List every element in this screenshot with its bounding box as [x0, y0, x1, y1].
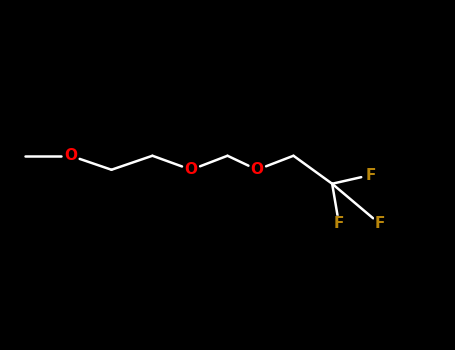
Text: F: F [334, 217, 344, 231]
Text: O: O [64, 148, 77, 163]
Text: O: O [185, 162, 197, 177]
Text: F: F [375, 217, 385, 231]
Text: O: O [251, 162, 263, 177]
Text: F: F [366, 168, 376, 182]
